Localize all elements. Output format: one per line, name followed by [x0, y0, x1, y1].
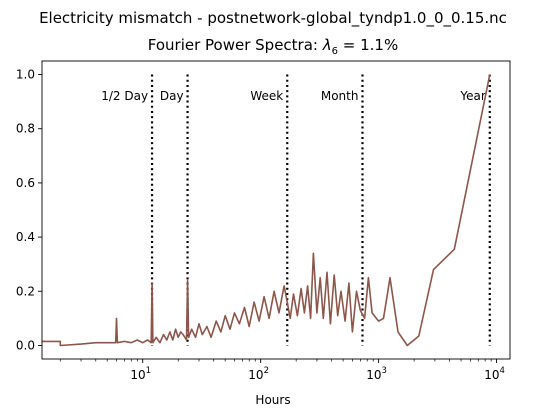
title-suffix: = 1.1% [338, 36, 398, 54]
title-symbol: λ [322, 36, 332, 54]
spectrum-series-0 [42, 74, 491, 347]
y-tick-label-2: 0.4 [16, 230, 35, 244]
title-prefix: Fourier Power Spectra: [148, 36, 323, 54]
period-label-2: Week [250, 89, 283, 103]
plot-frame [41, 60, 511, 360]
y-tick-label-0: 0.0 [16, 338, 35, 352]
chart-title: Fourier Power Spectra: λ6 = 1.1% [148, 36, 398, 57]
y-tick-label-4: 0.8 [16, 122, 35, 136]
figure-suptitle: Electricity mismatch - postnetwork-globa… [39, 9, 507, 28]
y-tick-label-5: 1.0 [16, 68, 35, 82]
axis-ticks: 0.0 0.2 0.4 0.6 0.8 1.0 101 102 103 104 [16, 68, 505, 382]
x-tick-label-1: 102 [248, 366, 269, 382]
period-label-4: Year [459, 89, 485, 103]
x-tick-label-3: 104 [484, 366, 505, 382]
y-tick-label-3: 0.6 [16, 176, 35, 190]
period-label-0: 1/2 Day [101, 89, 148, 103]
period-label-3: Month [321, 89, 359, 103]
x-tick-label-2: 103 [366, 366, 387, 382]
plot-area: 1/2 Day Day Week Month Year [42, 74, 491, 347]
period-label-1: Day [160, 89, 184, 103]
y-tick-label-1: 0.2 [16, 284, 35, 298]
x-tick-label-0: 101 [130, 366, 151, 382]
title-subscript: 6 [332, 46, 338, 57]
x-axis-label: Hours [255, 393, 290, 407]
